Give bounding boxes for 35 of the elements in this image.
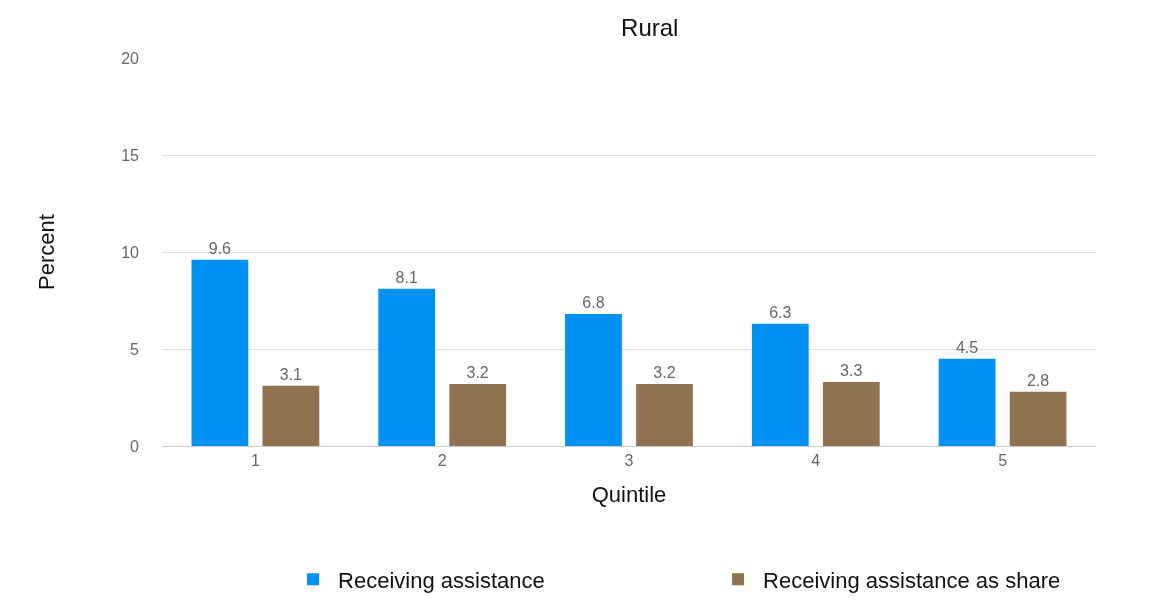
- bar: [565, 314, 622, 446]
- data-label: 8.1: [395, 268, 418, 286]
- bar: [1009, 391, 1067, 446]
- data-label: 3.2: [466, 363, 489, 381]
- y-tick-label: 5: [130, 340, 140, 358]
- y-tick-label: 20: [121, 49, 140, 67]
- data-label: 6.8: [582, 294, 605, 312]
- y-axis-title: Percent: [34, 214, 59, 290]
- y-tick-label: 10: [121, 243, 140, 261]
- bar: [449, 383, 507, 446]
- bar: [636, 383, 693, 446]
- bar: [378, 288, 436, 446]
- y-tick-label: 0: [130, 437, 140, 455]
- bar: [262, 385, 320, 446]
- x-tick-label: 5: [998, 452, 1008, 470]
- data-label: 4.5: [955, 338, 979, 356]
- bar: [938, 358, 996, 446]
- data-label: 2.8: [1026, 371, 1050, 389]
- data-label: 9.6: [208, 239, 232, 257]
- y-tick-label: 15: [121, 146, 140, 164]
- data-label: 3.1: [279, 365, 303, 383]
- x-tick-label: 4: [811, 452, 821, 470]
- x-tick-label: 1: [250, 452, 260, 470]
- data-label: 3.3: [840, 361, 863, 379]
- x-tick-label: 2: [437, 452, 447, 470]
- bar: [191, 259, 249, 446]
- legend-label: Receiving assistance as share: [763, 567, 1061, 593]
- data-label: 6.3: [769, 303, 792, 321]
- bar: [822, 381, 880, 446]
- bar: [751, 323, 809, 446]
- legend-label: Receiving assistance: [338, 567, 545, 593]
- chart-title: Rural: [621, 13, 679, 41]
- x-axis-title: Quintile: [591, 482, 667, 508]
- data-label: 3.2: [653, 363, 676, 381]
- x-tick-label: 3: [624, 452, 634, 470]
